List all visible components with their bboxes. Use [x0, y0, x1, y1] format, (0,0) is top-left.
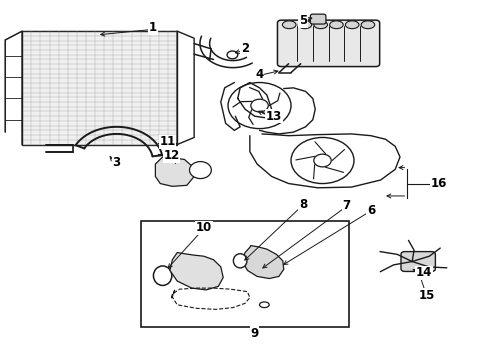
- Text: 4: 4: [255, 68, 264, 81]
- Bar: [141, 221, 349, 327]
- Ellipse shape: [330, 21, 343, 29]
- Ellipse shape: [153, 266, 172, 285]
- Text: 16: 16: [431, 177, 447, 190]
- FancyBboxPatch shape: [401, 252, 436, 271]
- Text: 8: 8: [299, 198, 307, 211]
- Text: 15: 15: [418, 289, 435, 302]
- Ellipse shape: [282, 21, 296, 29]
- Ellipse shape: [190, 162, 211, 179]
- Ellipse shape: [260, 302, 269, 307]
- FancyBboxPatch shape: [277, 20, 380, 67]
- Polygon shape: [155, 156, 194, 186]
- Text: 6: 6: [367, 204, 375, 217]
- Text: 2: 2: [241, 42, 249, 55]
- Ellipse shape: [227, 51, 238, 59]
- Text: 1: 1: [149, 21, 157, 34]
- FancyBboxPatch shape: [310, 14, 326, 24]
- Text: 5: 5: [299, 14, 307, 27]
- Text: 11: 11: [159, 135, 175, 148]
- Text: 7: 7: [343, 199, 351, 212]
- Ellipse shape: [298, 21, 312, 29]
- Polygon shape: [22, 31, 177, 145]
- Polygon shape: [243, 246, 284, 279]
- Text: 14: 14: [416, 266, 433, 279]
- Polygon shape: [170, 253, 223, 290]
- Text: 10: 10: [196, 221, 212, 234]
- Ellipse shape: [314, 21, 327, 29]
- Text: 12: 12: [163, 149, 179, 162]
- Text: 9: 9: [250, 327, 259, 339]
- Ellipse shape: [361, 21, 375, 29]
- Text: 3: 3: [113, 157, 121, 170]
- Ellipse shape: [233, 254, 247, 268]
- Text: 13: 13: [266, 110, 282, 123]
- Ellipse shape: [345, 21, 359, 29]
